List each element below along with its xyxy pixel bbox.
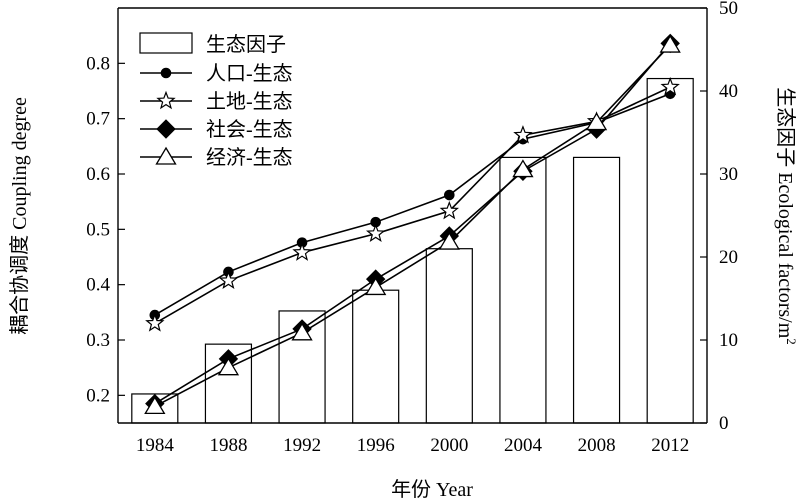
- legend-label-3: 经济-生态: [206, 146, 293, 169]
- point-3-1996: [365, 277, 387, 296]
- x-tick-label: 2012: [651, 435, 689, 456]
- left-tick-label: 0.8: [86, 53, 110, 74]
- bar-2000: [425, 248, 473, 424]
- bar-1996: [352, 289, 400, 424]
- right-tick-label: 20: [719, 247, 738, 268]
- point-3-1988: [217, 357, 240, 376]
- right-tick-label: 50: [719, 0, 738, 19]
- series-line-3: [154, 44, 671, 408]
- point-3-2000: [438, 231, 460, 250]
- bar-2012: [646, 77, 694, 424]
- point-1-1996: [365, 223, 386, 243]
- series-line-1: [154, 86, 671, 325]
- x-tick-label: 1988: [209, 435, 247, 456]
- point-3-2004: [512, 159, 534, 178]
- x-axis-title: 年份 Year: [391, 478, 473, 501]
- x-tick-label: 1996: [357, 435, 395, 456]
- legend-label-1: 土地-生态: [206, 90, 293, 113]
- legend-swatch-bars: [139, 32, 193, 54]
- x-tick-label: 2008: [578, 435, 616, 456]
- left-axis-title: 耦合协调度 Coupling degree: [8, 97, 31, 335]
- x-tick-label: 2004: [504, 435, 543, 456]
- lines-layer: [144, 33, 681, 415]
- bars-layer: [131, 77, 694, 424]
- legend-label-bars: 生态因子: [206, 33, 286, 56]
- right-tick-label: 30: [719, 164, 738, 185]
- right-axis-title-superscript: 2: [784, 338, 799, 345]
- ticks-layer: 0.2 0.3 0.4 0.5 0.6 0.7 0.8 0 10 20 30 40 50 1984 1988…: [86, 0, 738, 456]
- right-tick-label: 0: [719, 413, 729, 434]
- point-1-2000: [439, 200, 460, 220]
- legend-label-2: 社会-生态: [206, 118, 293, 141]
- legend-marker-0: [160, 67, 172, 79]
- point-1-2004: [513, 125, 533, 144]
- series-line-0: [154, 93, 671, 316]
- point-1-1992: [292, 242, 312, 261]
- x-tick-label: 1992: [283, 435, 321, 456]
- bar-2008: [572, 156, 621, 424]
- series-line-2: [154, 42, 671, 405]
- point-3-1992: [291, 322, 313, 341]
- point-1-1988: [218, 270, 239, 290]
- legend-marker-1: [156, 90, 176, 110]
- point-1-2012: [660, 76, 680, 96]
- left-tick-label: 0.2: [86, 385, 110, 406]
- series-3: [144, 34, 681, 415]
- legend-label-0: 人口-生态: [206, 62, 293, 85]
- left-tick-label: 0.3: [86, 330, 110, 351]
- right-axis-title: 生态因子 Ecological factors/m2: [774, 87, 799, 345]
- right-tick-label: 10: [719, 330, 738, 351]
- point-1-1984: [145, 313, 165, 332]
- left-tick-label: 0.5: [86, 219, 110, 240]
- point-3-2008: [585, 112, 608, 131]
- legend-marker-2: [156, 119, 176, 139]
- axes-layer: [117, 7, 708, 424]
- right-axis-title-main: 生态因子 Ecological factors/m: [774, 87, 797, 338]
- x-tick-label: 2000: [430, 435, 468, 456]
- left-tick-label: 0.4: [86, 275, 110, 296]
- legend-marker-3: [155, 146, 177, 165]
- point-3-1984: [144, 396, 166, 415]
- point-0-2000: [444, 189, 455, 201]
- bar-2004: [499, 156, 547, 424]
- point-3-2012: [659, 34, 681, 53]
- left-tick-label: 0.7: [86, 109, 110, 130]
- right-tick-label: 40: [719, 81, 738, 102]
- left-tick-label: 0.6: [86, 164, 110, 185]
- x-tick-label: 1984: [136, 435, 175, 456]
